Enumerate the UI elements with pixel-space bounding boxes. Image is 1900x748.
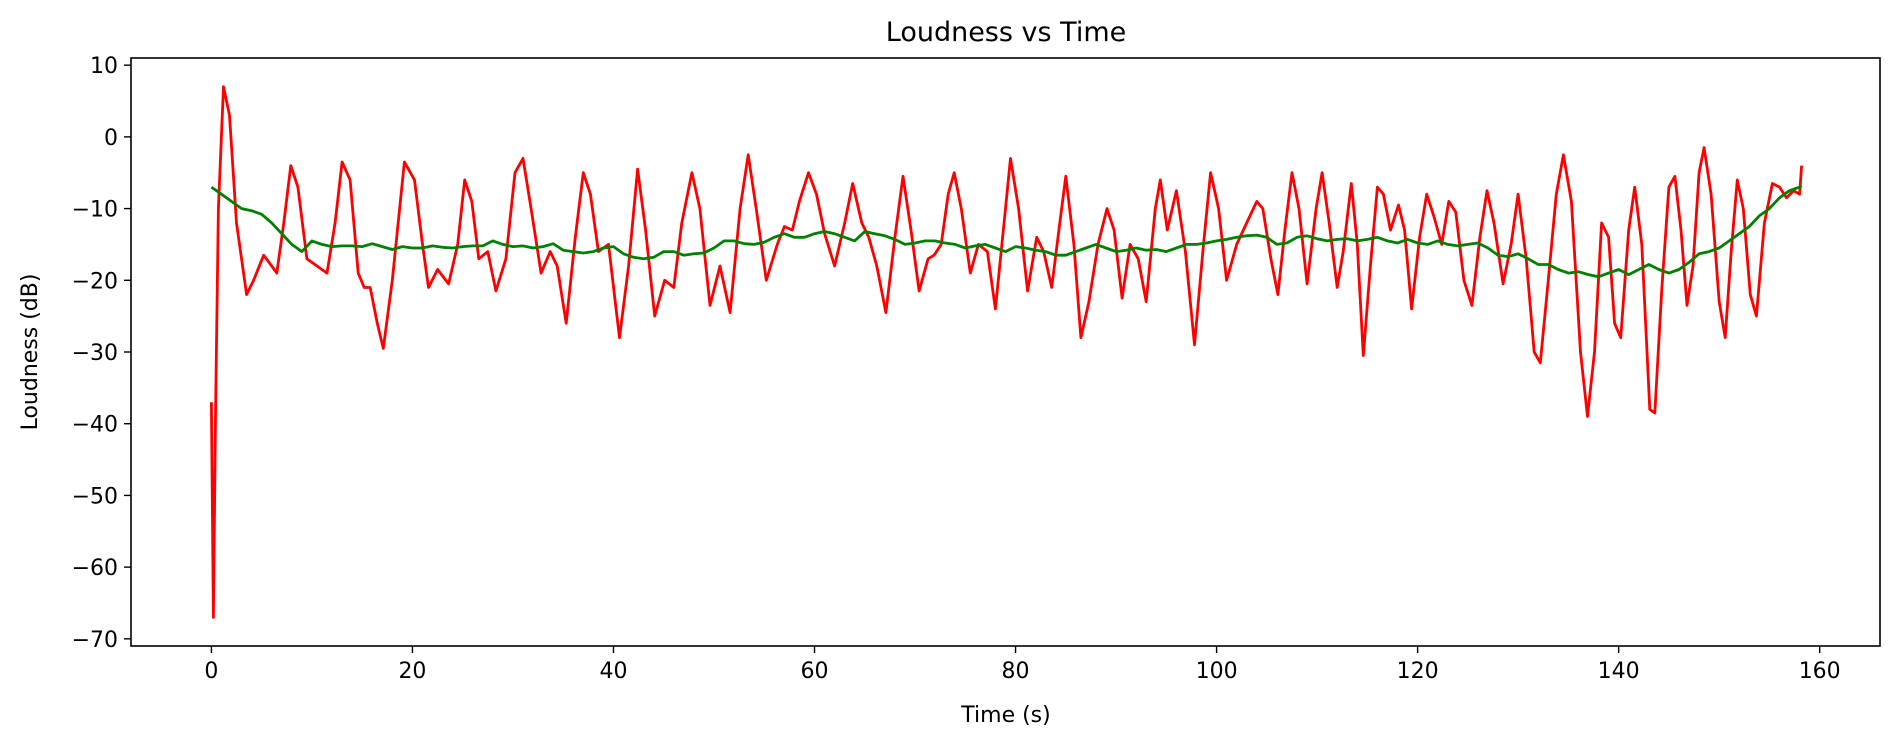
y-tick-label: −20: [72, 269, 118, 294]
x-tick-label: 0: [204, 659, 218, 684]
x-tick-label: 120: [1397, 659, 1439, 684]
y-tick-label: 0: [104, 126, 118, 151]
y-tick-label: −10: [72, 198, 118, 223]
series-layer: [210, 85, 1803, 619]
y-tick-label: −70: [72, 628, 118, 653]
x-axis-label: Time (s): [960, 703, 1050, 728]
chart-title: Loudness vs Time: [886, 17, 1126, 48]
y-tick-label: −60: [72, 556, 118, 581]
y-tick-label: −30: [72, 341, 118, 366]
x-tick-label: 160: [1799, 659, 1841, 684]
y-axis-ticks: 10 0 −10 −20 −30 −40 −50 −60 −70: [72, 54, 131, 653]
series-line-2: [210, 184, 1803, 279]
x-axis-ticks: 0 20 40 60 80 100 120 140 160: [204, 646, 1841, 684]
y-tick-label: 10: [90, 54, 118, 79]
x-tick-label: 60: [801, 659, 829, 684]
y-tick-label: −50: [72, 484, 118, 509]
x-tick-label: 80: [1002, 659, 1030, 684]
series-line-1: [210, 85, 1803, 619]
x-tick-label: 140: [1598, 659, 1640, 684]
y-tick-label: −40: [72, 413, 118, 438]
y-axis-label: Loudness (dB): [18, 274, 43, 431]
x-tick-label: 100: [1196, 659, 1238, 684]
x-tick-label: 40: [599, 659, 627, 684]
x-tick-label: 20: [398, 659, 426, 684]
